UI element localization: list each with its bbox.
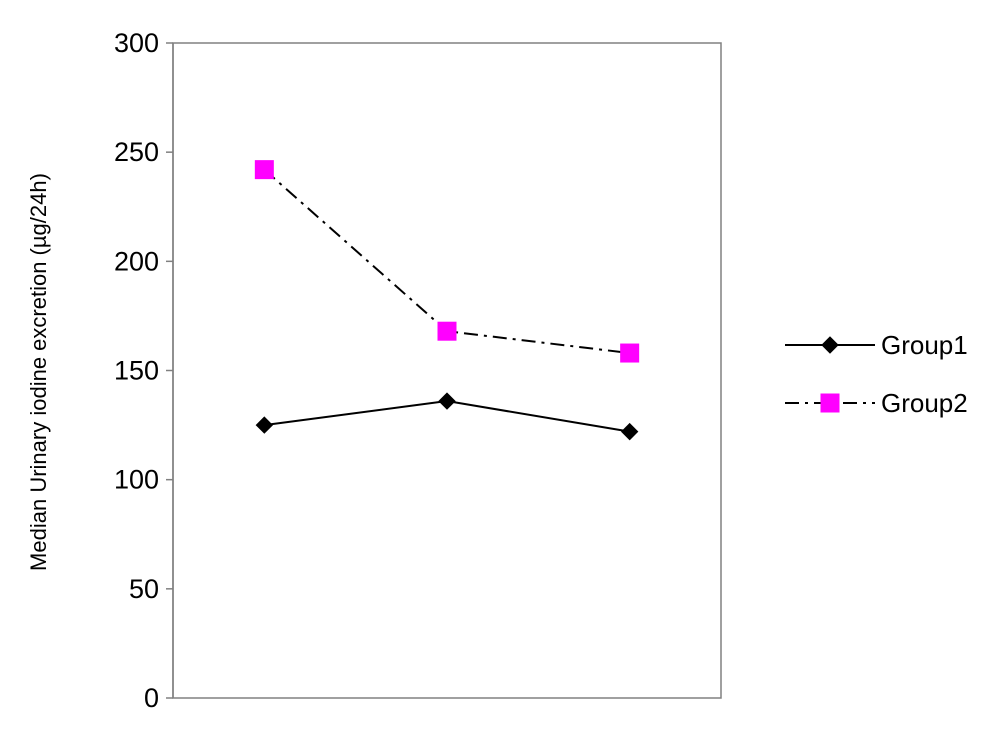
data-point — [620, 343, 640, 363]
y-axis: 0 50 100 150 200 250 300 — [114, 28, 174, 713]
legend-label: Group2 — [881, 388, 968, 418]
plot-area — [172, 42, 722, 699]
y-tick-label: 200 — [114, 246, 159, 276]
legend-entry: Group2 — [785, 388, 968, 418]
legend-marker — [821, 336, 839, 354]
legend: Group1 Group2 — [785, 330, 968, 418]
y-tick-label: 0 — [144, 683, 159, 713]
y-tick-label: 150 — [114, 356, 159, 386]
data-point — [254, 160, 274, 180]
legend-marker — [820, 393, 840, 413]
series-group2 — [254, 160, 640, 363]
data-point — [620, 422, 639, 441]
legend-entry: Group1 — [785, 330, 968, 360]
plot-frame — [172, 42, 722, 699]
y-tick-label: 250 — [114, 137, 159, 167]
series-group1 — [255, 392, 639, 441]
y-tick-label: 50 — [129, 574, 159, 604]
y-tick-label: 300 — [114, 28, 159, 58]
data-point — [255, 416, 274, 434]
data-point — [438, 392, 456, 410]
y-axis-label: Median Urinary iodine excretion (µg/24h) — [26, 173, 51, 571]
series-layer — [254, 160, 640, 441]
data-point — [437, 321, 457, 341]
legend-label: Group1 — [881, 330, 968, 360]
y-tick-label: 100 — [114, 465, 159, 495]
